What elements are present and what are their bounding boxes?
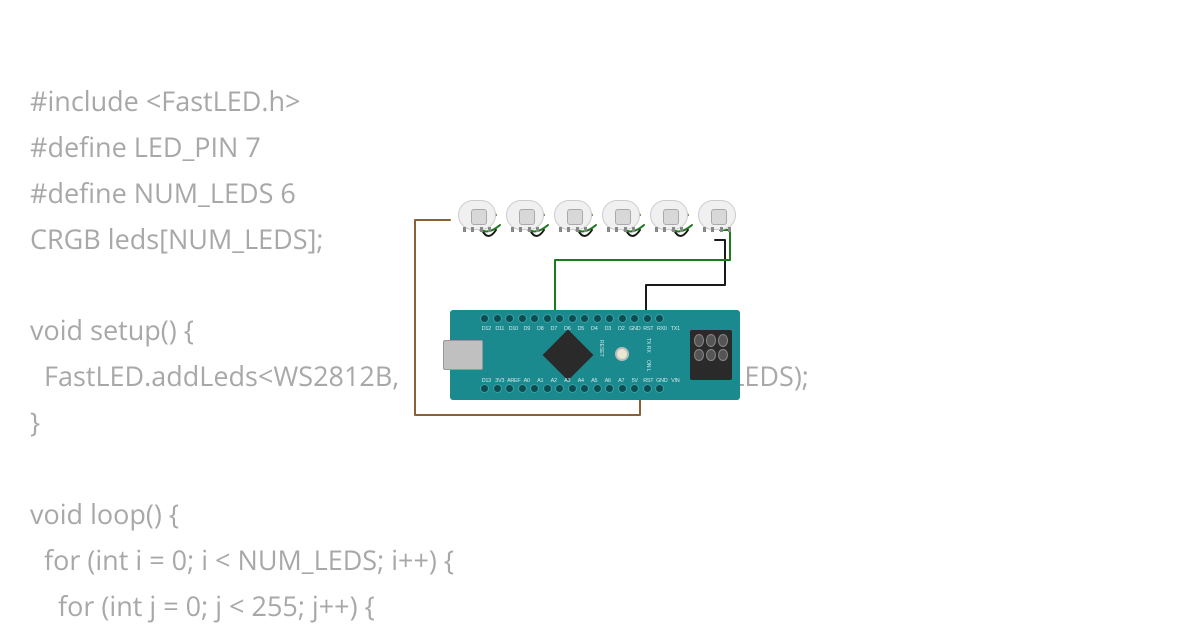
code-line: #define LED_PIN 7 [30,124,809,170]
reset-button-icon [615,347,629,361]
led-4 [650,200,688,230]
pins-bottom [480,384,664,396]
led-1 [506,200,544,230]
side-label-txrx: TX RX [645,338,651,353]
led-3 [602,200,640,230]
code-line [30,445,809,491]
led-2 [554,200,592,230]
mcu-chip-icon [543,330,594,381]
side-label-reset: RESET [598,340,604,357]
code-line: for (int i = 0; i < NUM_LEDS; i++) { [30,537,809,583]
pin-labels-bottom: D133V3AREFA0A1A2A3A4A5A6A75VRSTGNDVIN [480,378,682,384]
usb-port-icon [443,340,483,370]
code-line: #include <FastLED.h> [30,78,809,124]
pins-top [480,314,664,326]
pin-labels-top: D12D11D10D9D8D7D6D5D4D3D2GNDRSTRX0TX1 [480,326,682,332]
arduino-nano-board: D12D11D10D9D8D7D6D5D4D3D2GNDRSTRX0TX1 D1… [450,310,740,400]
side-label-onl: ON L [645,360,651,372]
icsp-header [690,330,732,380]
circuit-diagram: D12D11D10D9D8D7D6D5D4D3D2GNDRSTRX0TX1 D1… [440,195,760,425]
code-line: void loop() { [30,491,809,537]
led-5 [698,200,736,230]
code-line: for (int j = 0; j < 255; j++) { [30,583,809,629]
led-0 [458,200,496,230]
